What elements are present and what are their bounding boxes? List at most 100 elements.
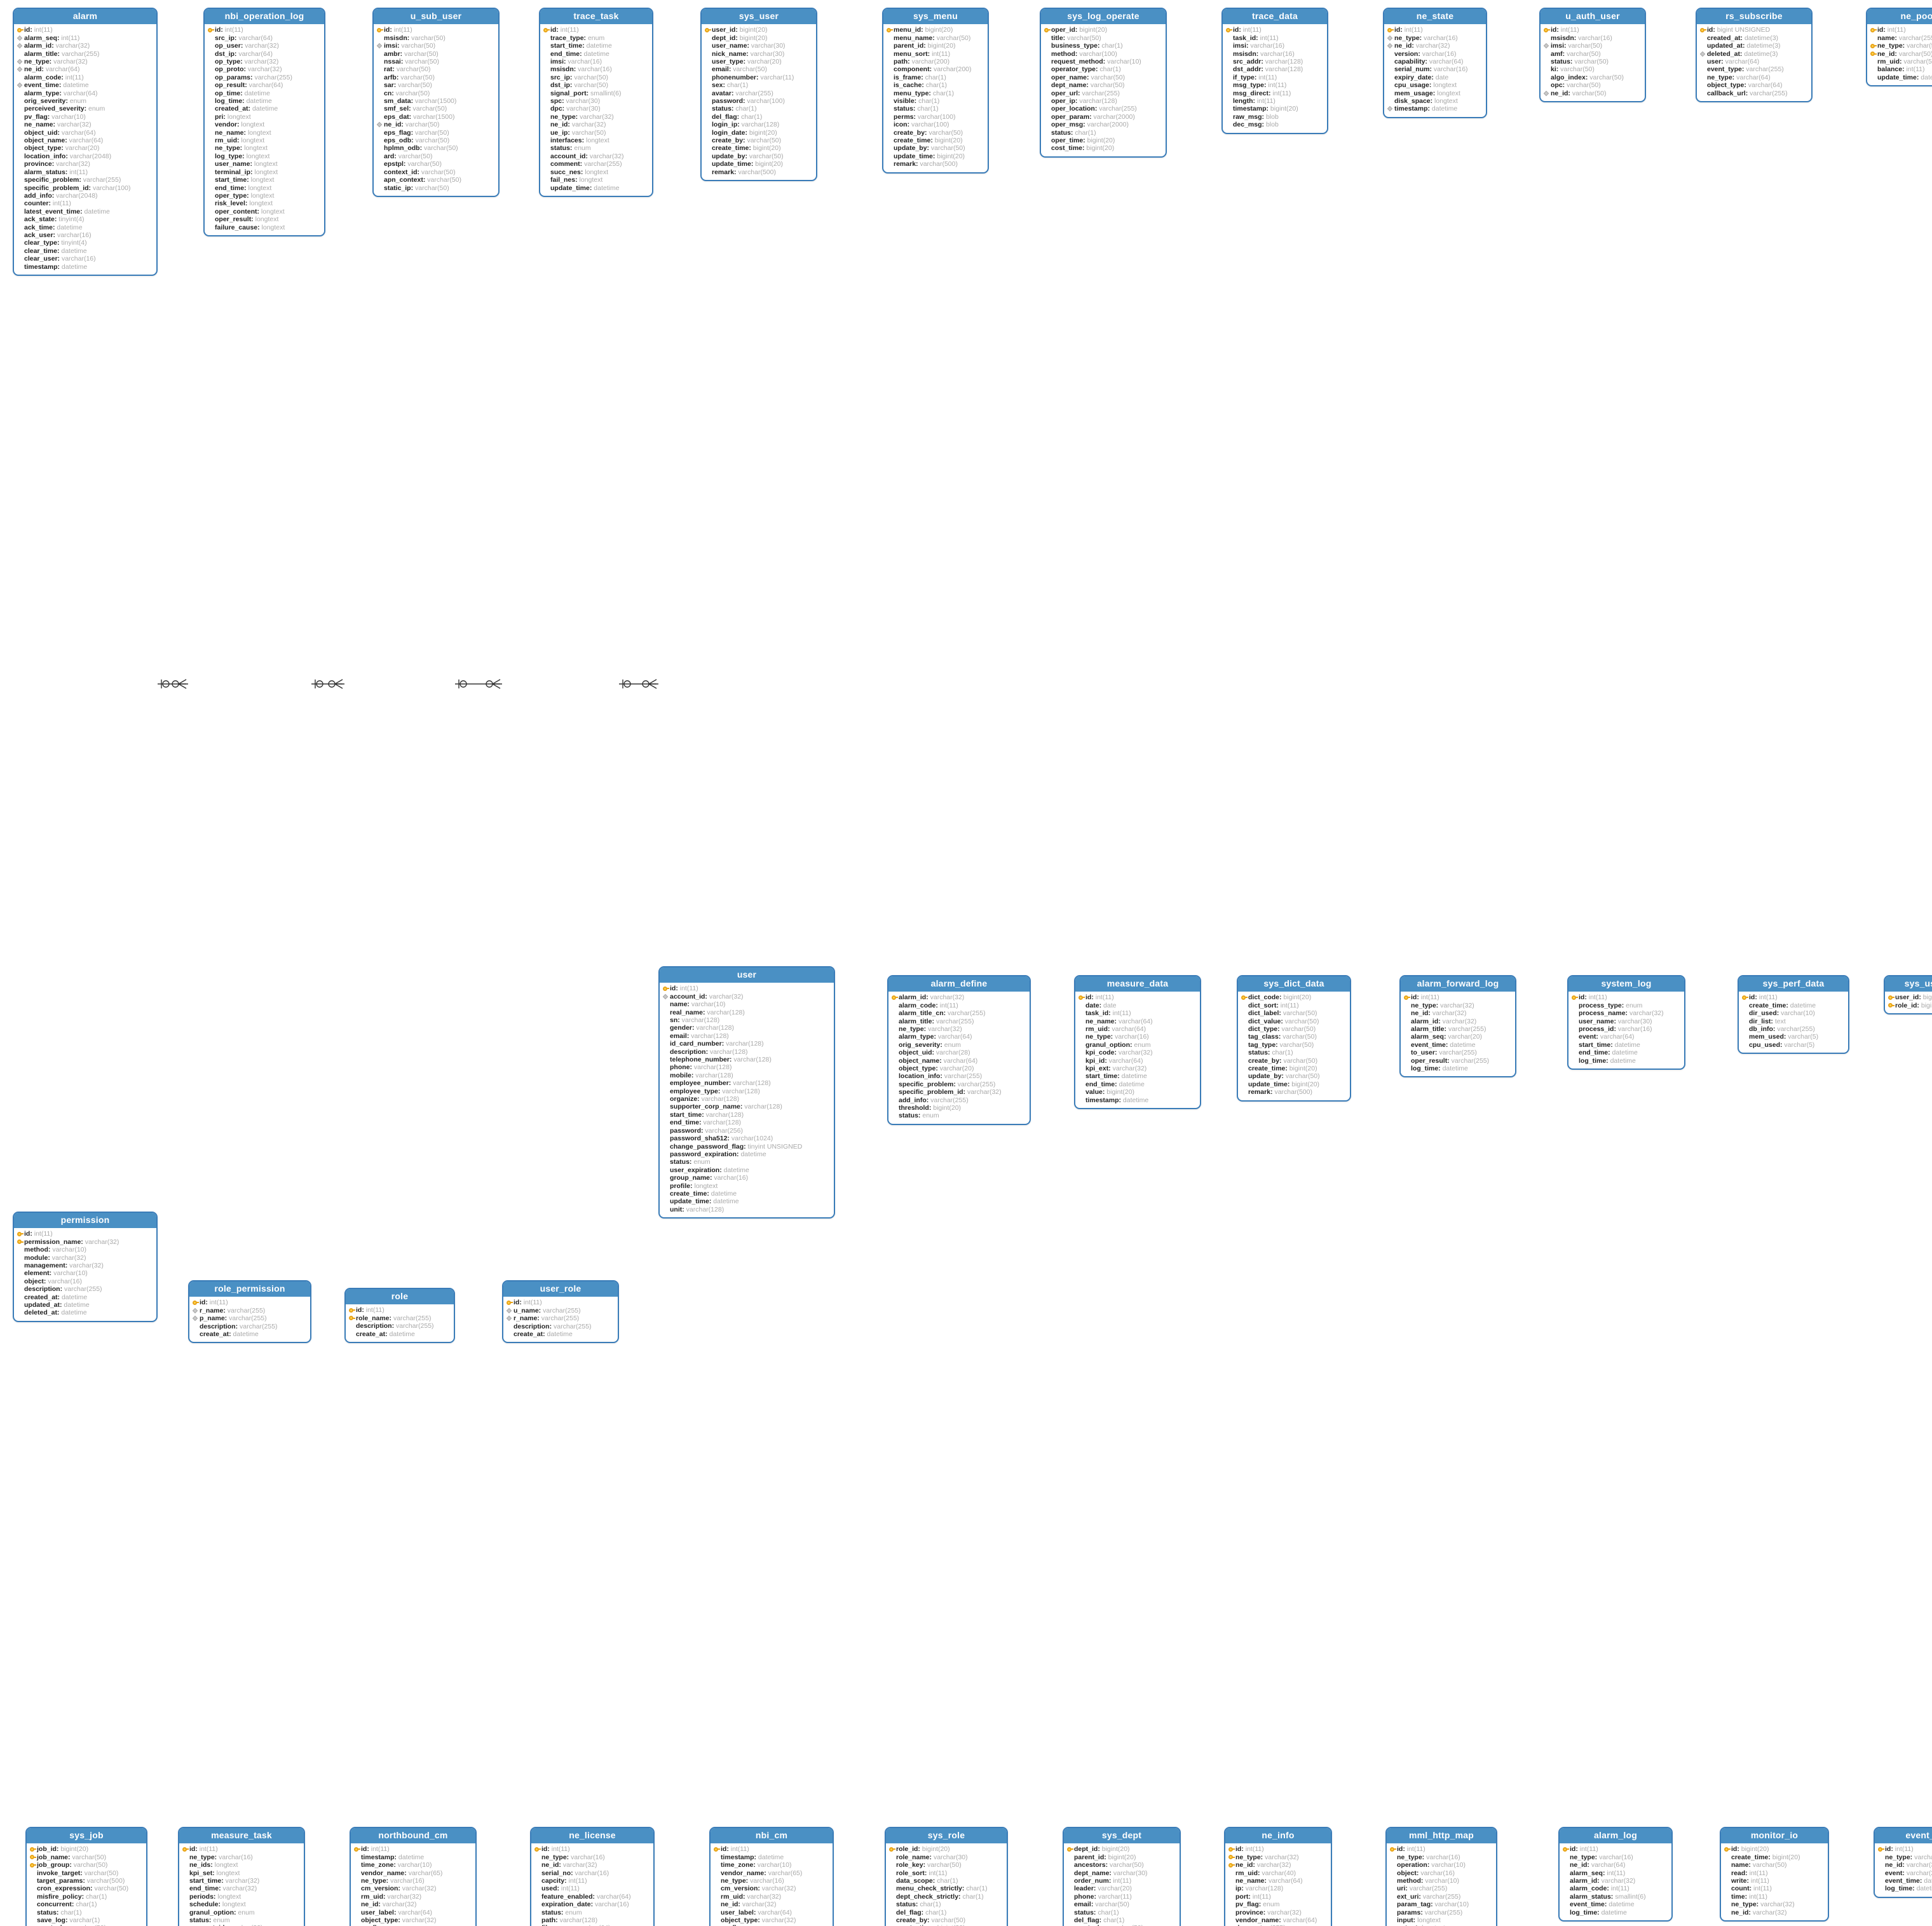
column-text: remark: varchar(500): [894, 160, 958, 168]
table-alarm[interactable]: alarm id: int(11) alarm_seq: int(11) alarm_…: [13, 8, 158, 276]
column-text: ne_type: varchar(32): [1235, 1854, 1299, 1861]
table-sys_perf_data[interactable]: sys_perf_data id: int(11) create_time: dat…: [1738, 975, 1849, 1055]
column-name: mem_used:: [1749, 1033, 1786, 1041]
table-alarm_forward_log[interactable]: alarm_forward_log id: int(11) ne_type: var…: [1399, 975, 1516, 1078]
column-row: capcity: int(11): [534, 1877, 651, 1885]
column-text: event_time: datetime: [24, 81, 89, 89]
no-key-spacer: [17, 1285, 24, 1293]
table-mml_http_map[interactable]: mml_http_map id: int(11) ne_type: varchar(…: [1385, 1827, 1497, 1926]
column-text: ip: varchar(128): [1235, 1885, 1283, 1892]
no-key-spacer: [1044, 50, 1051, 58]
table-sys_user_role[interactable]: sys_user_roleuser_id: bigint(20)role_id:…: [1884, 975, 1932, 1015]
table-role[interactable]: role id: int(11) role_name: varchar(255) de…: [344, 1288, 455, 1344]
no-key-spacer: [1562, 1901, 1569, 1908]
table-alarm_log[interactable]: alarm_log id: int(11) ne_type: varchar(16)…: [1558, 1827, 1673, 1922]
no-key-spacer: [891, 1104, 898, 1112]
column-name: status:: [1551, 58, 1573, 66]
column-type: varchar(50): [1108, 1861, 1144, 1869]
table-u_auth_user[interactable]: u_auth_user id: int(11) msisdn: varchar(16…: [1539, 8, 1646, 103]
table-trace_task[interactable]: trace_task id: int(11) trace_type: enum sta…: [539, 8, 653, 197]
table-permission[interactable]: permission id: int(11) permission_name: va…: [13, 1212, 158, 1322]
column-text: role_key: varchar(50): [896, 1861, 962, 1869]
table-sys_log_operate[interactable]: sys_log_operate oper_id: bigint(20) title:…: [1040, 8, 1167, 158]
column-text: msisdn: varchar(50): [384, 34, 446, 42]
no-key-spacer: [353, 1869, 360, 1877]
column-name: id:: [200, 1299, 208, 1307]
table-user[interactable]: user id: int(11) account_id: varchar(32) na…: [658, 966, 835, 1219]
primary-key-icon: [192, 1299, 199, 1306]
column-text: process_name: varchar(32): [1579, 1009, 1664, 1017]
table-sys_role[interactable]: sys_role role_id: bigint(20) role_name: va…: [885, 1827, 1008, 1926]
column-text: telephone_number: varchar(128): [670, 1056, 772, 1063]
no-key-spacer: [1066, 1916, 1073, 1924]
column-row: expiry_date: date: [1387, 74, 1483, 81]
column-name: description:: [200, 1322, 238, 1330]
no-key-spacer: [182, 1885, 189, 1892]
table-nbi_operation_log[interactable]: nbi_operation_log id: int(11) src_ip: varc…: [203, 8, 325, 236]
column-row: status: enum: [534, 1909, 651, 1916]
table-u_sub_user[interactable]: u_sub_user id: int(11) msisdn: varchar(50)…: [372, 8, 500, 197]
table-trace_data[interactable]: trace_data id: int(11) task_id: int(11) ims…: [1221, 8, 1328, 134]
column-type: varchar(128): [692, 1063, 732, 1072]
column-row: task_id: int(11): [1225, 34, 1324, 42]
column-text: request_method: varchar(10): [1051, 58, 1141, 65]
column-row: role_name: varchar(30): [888, 1854, 1004, 1861]
column-list: id: int(11) process_type: enum process_nam…: [1568, 992, 1684, 1069]
relationship-role-to-user_role: [455, 679, 502, 689]
column-name: sex:: [712, 81, 726, 90]
no-key-spacer: [886, 74, 893, 81]
table-sys_dict_data[interactable]: sys_dict_data dict_code: bigint(20) dict_s…: [1237, 975, 1351, 1102]
no-key-spacer: [17, 160, 24, 168]
column-row: raw_msg: blob: [1225, 113, 1324, 121]
column-text: name: varchar(50): [1731, 1861, 1787, 1869]
column-row: ne_id: varchar(32): [1387, 42, 1483, 50]
column-row: update_time: datetime: [1870, 74, 1932, 81]
table-nbi_cm[interactable]: nbi_cm id: int(11) timestamp: datetime time…: [709, 1827, 834, 1926]
column-name: alarm_title:: [24, 50, 60, 58]
column-type: varchar(16): [60, 255, 96, 263]
table-sys_user[interactable]: sys_user user_id: bigint(20) dept_id: bigi…: [700, 8, 817, 182]
table-sys_menu[interactable]: sys_menu menu_id: bigint(20) menu_name: va…: [882, 8, 989, 174]
no-key-spacer: [886, 153, 893, 160]
table-sys_job[interactable]: sys_job job_id: bigint(20) job_name: varch…: [25, 1827, 147, 1926]
no-key-spacer: [1225, 58, 1232, 65]
column-row: user_expiration: datetime: [662, 1166, 831, 1174]
column-name: algo_index:: [1551, 73, 1588, 81]
table-sys_dept[interactable]: sys_dept dept_id: bigint(20) parent_id: bi…: [1063, 1827, 1181, 1926]
column-type: varchar(50): [745, 137, 782, 145]
column-name: phonenumber:: [712, 73, 759, 81]
primary-key-icon: [1078, 994, 1085, 1001]
column-name: add_info:: [899, 1096, 929, 1104]
column-type: int(11): [1256, 73, 1277, 81]
table-northbound_cm[interactable]: northbound_cm id: int(11) timestamp: datet…: [350, 1827, 477, 1926]
table-ne_pool[interactable]: ne_poolid: int(11)name: varchar(255)ne_t…: [1866, 8, 1932, 87]
no-key-spacer: [891, 1072, 898, 1080]
table-measure_data[interactable]: measure_data id: int(11) date: date task_id…: [1074, 975, 1201, 1110]
table-user_role[interactable]: user_role id: int(11) u_name: varchar(255)…: [502, 1280, 619, 1344]
column-type: varchar(50): [1565, 50, 1601, 58]
column-row: ne_type: varchar(64): [1699, 74, 1809, 81]
table-ne_state[interactable]: ne_state id: int(11) ne_type: varchar(16) n…: [1383, 8, 1487, 118]
column-text: cost_time: bigint(20): [1051, 144, 1114, 152]
table-measure_task[interactable]: measure_task id: int(11) ne_type: varchar(…: [178, 1827, 305, 1926]
column-name: trace_type:: [550, 34, 587, 42]
no-key-spacer: [704, 144, 711, 152]
column-row: apn_context: varchar(50): [376, 176, 496, 184]
table-monitor_io[interactable]: monitor_io id: bigint(20) create_time: big…: [1720, 1827, 1829, 1922]
column-name: static_ip:: [384, 184, 414, 192]
column-text: db_info: varchar(255): [1749, 1025, 1815, 1033]
column-type: char(1): [1073, 128, 1096, 137]
no-key-spacer: [182, 1861, 189, 1869]
column-text: create_time: bigint(20): [894, 137, 963, 144]
column-name: granul_option:: [1085, 1041, 1133, 1049]
table-rs_subscribe[interactable]: rs_subscribe id: bigint UNSIGNED created_a…: [1696, 8, 1813, 103]
column-name: ne_id:: [1551, 89, 1570, 97]
column-row: db_info: varchar(255): [1741, 1025, 1846, 1033]
table-ne_info[interactable]: ne_info id: int(11) ne_type: varchar(32) ne…: [1224, 1827, 1332, 1926]
table-alarm_define[interactable]: alarm_define alarm_id: varchar(32) alarm_c…: [887, 975, 1031, 1125]
table-ne_license[interactable]: ne_license id: int(11) ne_type: varchar(16…: [530, 1827, 655, 1926]
table-title: measure_task: [179, 1828, 304, 1844]
table-system_log[interactable]: system_log id: int(11) process_type: enum p…: [1567, 975, 1685, 1070]
table-role_permission[interactable]: role_permission id: int(11) r_name: varcha…: [188, 1280, 311, 1344]
